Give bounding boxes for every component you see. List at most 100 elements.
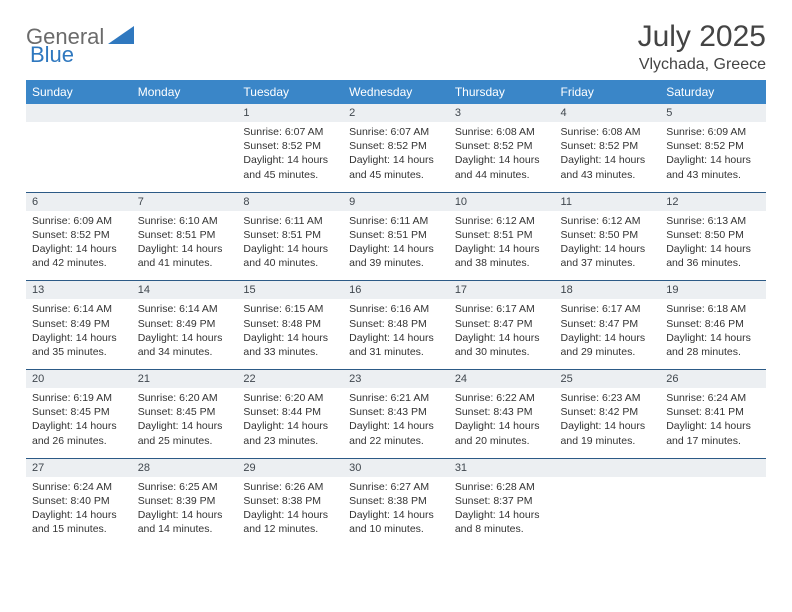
day-number: [660, 458, 766, 477]
daylight-text: Daylight: 14 hours: [138, 242, 232, 256]
daylight-text: Daylight: 14 hours: [455, 419, 549, 433]
sunrise-text: Sunrise: 6:16 AM: [349, 302, 443, 316]
sunrise-text: Sunrise: 6:12 AM: [561, 214, 655, 228]
day-number: 24: [449, 370, 555, 389]
sunrise-text: Sunrise: 6:26 AM: [243, 480, 337, 494]
daylight-text: and 20 minutes.: [455, 434, 549, 448]
day-number: [26, 104, 132, 122]
day-cell: Sunrise: 6:20 AMSunset: 8:45 PMDaylight:…: [132, 388, 238, 458]
page-header: General July 2025 Vlychada, Greece: [26, 20, 766, 74]
day-cell: Sunrise: 6:18 AMSunset: 8:46 PMDaylight:…: [660, 299, 766, 369]
day-number: 10: [449, 192, 555, 211]
day-cell: Sunrise: 6:14 AMSunset: 8:49 PMDaylight:…: [132, 299, 238, 369]
daylight-text: and 43 minutes.: [561, 168, 655, 182]
daylight-text: and 17 minutes.: [666, 434, 760, 448]
daylight-text: and 38 minutes.: [455, 256, 549, 270]
title-block: July 2025 Vlychada, Greece: [638, 20, 766, 74]
daylight-text: Daylight: 14 hours: [243, 508, 337, 522]
sunset-text: Sunset: 8:51 PM: [455, 228, 549, 242]
daylight-text: Daylight: 14 hours: [349, 153, 443, 167]
daylight-text: and 45 minutes.: [349, 168, 443, 182]
daylight-text: Daylight: 14 hours: [666, 153, 760, 167]
sunrise-text: Sunrise: 6:17 AM: [455, 302, 549, 316]
sunrise-text: Sunrise: 6:24 AM: [666, 391, 760, 405]
page-subtitle: Vlychada, Greece: [638, 56, 766, 74]
day-number: 18: [555, 281, 661, 300]
day-number: 27: [26, 458, 132, 477]
day-cell: Sunrise: 6:16 AMSunset: 8:48 PMDaylight:…: [343, 299, 449, 369]
day-cell: Sunrise: 6:24 AMSunset: 8:41 PMDaylight:…: [660, 388, 766, 458]
sunrise-text: Sunrise: 6:19 AM: [32, 391, 126, 405]
day-number: 19: [660, 281, 766, 300]
daylight-text: and 36 minutes.: [666, 256, 760, 270]
day-cell: Sunrise: 6:07 AMSunset: 8:52 PMDaylight:…: [237, 122, 343, 192]
calendar-body: 12345Sunrise: 6:07 AMSunset: 8:52 PMDayl…: [26, 104, 766, 546]
sunset-text: Sunset: 8:52 PM: [349, 139, 443, 153]
sunset-text: Sunset: 8:46 PM: [666, 317, 760, 331]
sunrise-text: Sunrise: 6:09 AM: [32, 214, 126, 228]
sunset-text: Sunset: 8:52 PM: [666, 139, 760, 153]
sunrise-text: Sunrise: 6:21 AM: [349, 391, 443, 405]
daylight-text: and 45 minutes.: [243, 168, 337, 182]
day-cell: Sunrise: 6:08 AMSunset: 8:52 PMDaylight:…: [555, 122, 661, 192]
day-number: 26: [660, 370, 766, 389]
day-number: 2: [343, 104, 449, 122]
day-cell: Sunrise: 6:11 AMSunset: 8:51 PMDaylight:…: [237, 211, 343, 281]
day-cell: [660, 477, 766, 547]
page-title: July 2025: [638, 20, 766, 54]
content-row: Sunrise: 6:14 AMSunset: 8:49 PMDaylight:…: [26, 299, 766, 369]
daylight-text: Daylight: 14 hours: [455, 153, 549, 167]
daylight-text: Daylight: 14 hours: [561, 153, 655, 167]
daylight-text: and 29 minutes.: [561, 345, 655, 359]
day-number: 7: [132, 192, 238, 211]
daylight-text: and 15 minutes.: [32, 522, 126, 536]
daynum-row: 6789101112: [26, 192, 766, 211]
daylight-text: and 23 minutes.: [243, 434, 337, 448]
day-number: 16: [343, 281, 449, 300]
day-cell: [132, 122, 238, 192]
day-number: [555, 458, 661, 477]
daynum-row: 20212223242526: [26, 370, 766, 389]
daylight-text: Daylight: 14 hours: [561, 419, 655, 433]
day-cell: Sunrise: 6:27 AMSunset: 8:38 PMDaylight:…: [343, 477, 449, 547]
sunset-text: Sunset: 8:40 PM: [32, 494, 126, 508]
daylight-text: and 31 minutes.: [349, 345, 443, 359]
daylight-text: and 30 minutes.: [455, 345, 549, 359]
sunrise-text: Sunrise: 6:28 AM: [455, 480, 549, 494]
sunset-text: Sunset: 8:47 PM: [561, 317, 655, 331]
day-number: 14: [132, 281, 238, 300]
sunset-text: Sunset: 8:49 PM: [138, 317, 232, 331]
daylight-text: Daylight: 14 hours: [455, 242, 549, 256]
weekday-header: Wednesday: [343, 80, 449, 104]
daylight-text: Daylight: 14 hours: [32, 242, 126, 256]
day-cell: Sunrise: 6:09 AMSunset: 8:52 PMDaylight:…: [26, 211, 132, 281]
sunrise-text: Sunrise: 6:23 AM: [561, 391, 655, 405]
content-row: Sunrise: 6:07 AMSunset: 8:52 PMDaylight:…: [26, 122, 766, 192]
weekday-header: Friday: [555, 80, 661, 104]
sunrise-text: Sunrise: 6:07 AM: [349, 125, 443, 139]
day-number: 4: [555, 104, 661, 122]
daylight-text: and 25 minutes.: [138, 434, 232, 448]
daylight-text: Daylight: 14 hours: [666, 419, 760, 433]
daylight-text: Daylight: 14 hours: [243, 242, 337, 256]
day-number: 12: [660, 192, 766, 211]
weekday-header: Thursday: [449, 80, 555, 104]
daylight-text: Daylight: 14 hours: [243, 153, 337, 167]
sunset-text: Sunset: 8:52 PM: [243, 139, 337, 153]
daylight-text: and 26 minutes.: [32, 434, 126, 448]
daylight-text: and 34 minutes.: [138, 345, 232, 359]
day-cell: Sunrise: 6:24 AMSunset: 8:40 PMDaylight:…: [26, 477, 132, 547]
calendar-page: General July 2025 Vlychada, Greece Blue …: [0, 0, 792, 556]
weekday-header: Sunday: [26, 80, 132, 104]
day-cell: Sunrise: 6:07 AMSunset: 8:52 PMDaylight:…: [343, 122, 449, 192]
sunset-text: Sunset: 8:48 PM: [243, 317, 337, 331]
day-cell: Sunrise: 6:17 AMSunset: 8:47 PMDaylight:…: [555, 299, 661, 369]
daylight-text: and 22 minutes.: [349, 434, 443, 448]
daylight-text: Daylight: 14 hours: [32, 419, 126, 433]
daynum-row: 2728293031: [26, 458, 766, 477]
sunrise-text: Sunrise: 6:20 AM: [138, 391, 232, 405]
sunrise-text: Sunrise: 6:07 AM: [243, 125, 337, 139]
daylight-text: Daylight: 14 hours: [561, 331, 655, 345]
weekday-header-row: Sunday Monday Tuesday Wednesday Thursday…: [26, 80, 766, 104]
day-number: 3: [449, 104, 555, 122]
